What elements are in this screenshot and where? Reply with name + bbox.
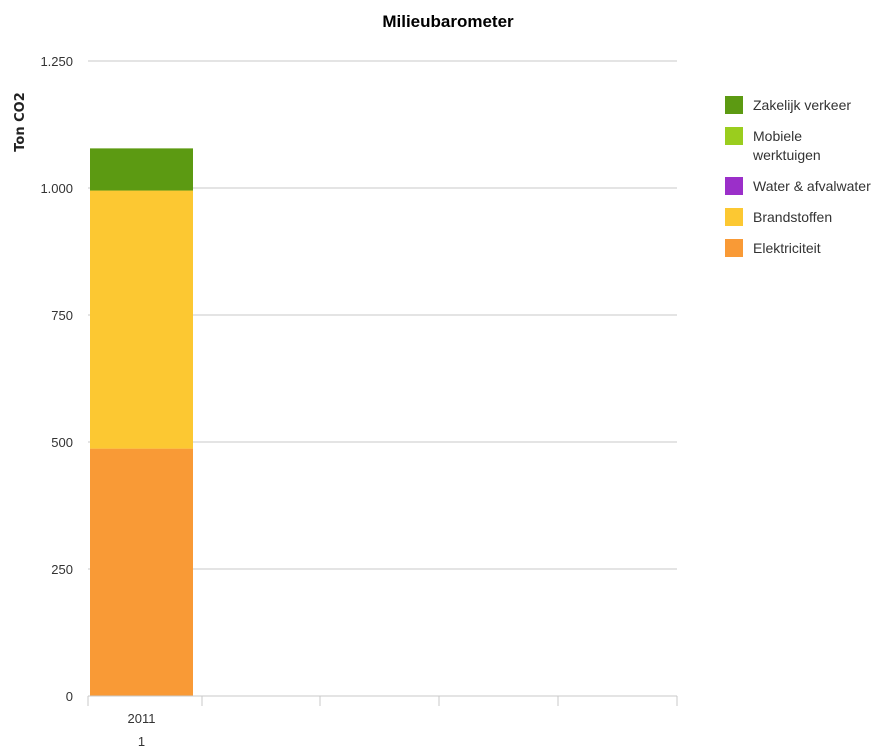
legend-label: Mobiele (753, 128, 802, 144)
bar-segment (90, 148, 193, 191)
y-tick-label: 0 (66, 689, 73, 704)
y-tick-label: 1.000 (40, 181, 73, 196)
legend-swatch (725, 96, 743, 114)
x-tick-label: 2011 (128, 711, 156, 726)
legend-swatch (725, 239, 743, 257)
bars (90, 148, 193, 696)
x-axis: 2011 1 (87, 695, 678, 749)
bar-segment (90, 190, 193, 449)
y-tick-label: 1.250 (40, 54, 73, 69)
legend-label: Brandstoffen (753, 209, 832, 225)
y-tick-labels: 0 250 500 750 1.000 1.250 (40, 54, 73, 704)
y-tick-label: 250 (51, 562, 73, 577)
y-tick-label: 500 (51, 435, 73, 450)
y-tick-label: 750 (51, 308, 73, 323)
legend-label: Zakelijk verkeer (753, 97, 851, 113)
x-tick-label: 1 (138, 734, 145, 749)
legend-label: Elektriciteit (753, 240, 821, 256)
y-axis-label: Ton CO2 (13, 92, 28, 152)
legend-label: Water & afvalwater (753, 178, 871, 194)
chart-title: Milieubarometer (382, 12, 514, 31)
legend: Zakelijk verkeer Mobiele werktuigen Water &… (725, 96, 871, 257)
legend-label: werktuigen (752, 147, 821, 163)
legend-swatch (725, 208, 743, 226)
bar-segment (90, 448, 193, 696)
legend-swatch (725, 127, 743, 145)
legend-swatch (725, 177, 743, 195)
